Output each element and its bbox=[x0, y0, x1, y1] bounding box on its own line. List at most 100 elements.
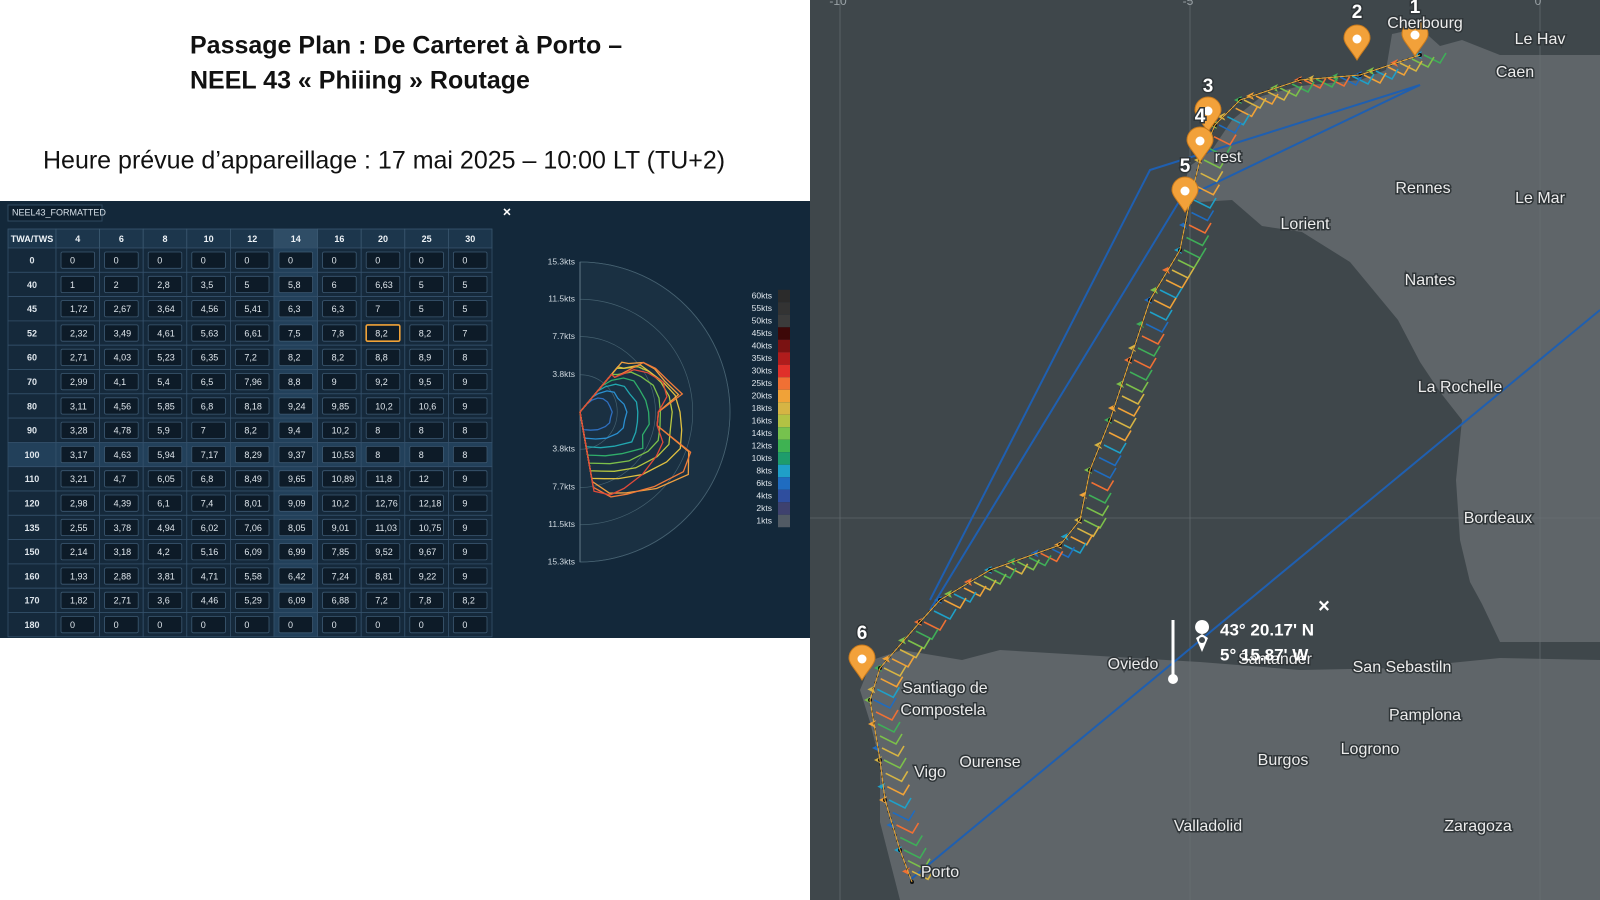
cell-input[interactable] bbox=[322, 518, 357, 536]
cell-input[interactable] bbox=[365, 591, 401, 609]
cell-input[interactable] bbox=[104, 445, 139, 464]
cell-input[interactable] bbox=[322, 470, 357, 488]
cell-input[interactable] bbox=[322, 567, 357, 585]
cell-input[interactable] bbox=[234, 421, 270, 439]
cell-input[interactable] bbox=[191, 470, 226, 488]
cell-input[interactable] bbox=[278, 324, 313, 342]
cell-input[interactable] bbox=[191, 421, 226, 439]
cell-input[interactable] bbox=[191, 348, 226, 366]
cell-input[interactable] bbox=[322, 445, 357, 464]
cell-input[interactable] bbox=[409, 275, 444, 293]
cell-input[interactable] bbox=[452, 616, 488, 634]
cell-input[interactable] bbox=[191, 397, 226, 415]
cell-input[interactable] bbox=[452, 518, 488, 536]
cell-input[interactable] bbox=[452, 445, 488, 464]
cell-input[interactable] bbox=[60, 518, 95, 536]
cell-input[interactable] bbox=[60, 445, 95, 464]
cell-input[interactable] bbox=[147, 300, 183, 318]
cell-input[interactable] bbox=[409, 300, 444, 318]
cell-input[interactable] bbox=[234, 324, 270, 342]
cell-input[interactable] bbox=[147, 421, 183, 439]
cell-input[interactable] bbox=[147, 445, 183, 464]
cell-input[interactable] bbox=[60, 397, 95, 415]
cell-input[interactable] bbox=[452, 421, 488, 439]
cell-input[interactable] bbox=[365, 494, 401, 512]
cell-input[interactable] bbox=[278, 470, 313, 488]
cell-input[interactable] bbox=[452, 494, 488, 512]
cell-input[interactable] bbox=[409, 470, 444, 488]
cell-input[interactable] bbox=[104, 324, 139, 342]
cell-input[interactable] bbox=[322, 616, 357, 634]
cell-input[interactable] bbox=[191, 373, 226, 391]
cell-input[interactable] bbox=[234, 397, 270, 415]
cell-input[interactable] bbox=[104, 567, 139, 585]
cell-input[interactable] bbox=[147, 518, 183, 536]
cell-input[interactable] bbox=[104, 543, 139, 561]
cell-input[interactable] bbox=[278, 591, 313, 609]
cell-input[interactable] bbox=[191, 543, 226, 561]
cell-input[interactable] bbox=[191, 251, 226, 269]
cell-input[interactable] bbox=[409, 591, 444, 609]
cell-input[interactable] bbox=[234, 616, 270, 634]
cell-input[interactable] bbox=[104, 251, 139, 269]
cell-input[interactable] bbox=[104, 373, 139, 391]
cell-input[interactable] bbox=[234, 470, 270, 488]
popup-close[interactable]: × bbox=[1318, 595, 1330, 617]
cell-input[interactable] bbox=[191, 567, 226, 585]
cell-input[interactable] bbox=[234, 275, 270, 293]
cell-input[interactable] bbox=[452, 348, 488, 366]
cell-input[interactable] bbox=[104, 591, 139, 609]
cell-input[interactable] bbox=[278, 275, 313, 293]
cell-input[interactable] bbox=[191, 275, 226, 293]
cell-input[interactable] bbox=[147, 616, 183, 634]
cell-input[interactable] bbox=[365, 397, 401, 415]
cell-input[interactable] bbox=[409, 421, 444, 439]
cell-input[interactable] bbox=[191, 591, 226, 609]
cell-input[interactable] bbox=[322, 543, 357, 561]
cell-input[interactable] bbox=[278, 518, 313, 536]
cell-input[interactable] bbox=[234, 494, 270, 512]
cell-input[interactable] bbox=[104, 518, 139, 536]
cell-input[interactable] bbox=[234, 543, 270, 561]
cell-input[interactable] bbox=[60, 300, 95, 318]
cell-input[interactable] bbox=[452, 251, 488, 269]
cell-input[interactable] bbox=[278, 616, 313, 634]
cell-input[interactable] bbox=[278, 300, 313, 318]
cell-input[interactable] bbox=[147, 348, 183, 366]
cell-input[interactable] bbox=[60, 373, 95, 391]
cell-input[interactable] bbox=[409, 616, 444, 634]
cell-input[interactable] bbox=[452, 543, 488, 561]
cell-input[interactable] bbox=[365, 518, 401, 536]
cell-input[interactable] bbox=[409, 348, 444, 366]
cell-input[interactable] bbox=[365, 543, 401, 561]
cell-input[interactable] bbox=[234, 445, 270, 464]
cell-input[interactable] bbox=[322, 251, 357, 269]
cell-input[interactable] bbox=[60, 567, 95, 585]
cell-input[interactable] bbox=[147, 470, 183, 488]
cell-input[interactable] bbox=[322, 397, 357, 415]
cell-input[interactable] bbox=[147, 567, 183, 585]
cell-input[interactable] bbox=[147, 397, 183, 415]
cell-input[interactable] bbox=[409, 397, 444, 415]
cell-input[interactable] bbox=[409, 373, 444, 391]
cell-input[interactable] bbox=[104, 275, 139, 293]
cell-input[interactable] bbox=[234, 251, 270, 269]
cell-input[interactable] bbox=[191, 616, 226, 634]
cell-input[interactable] bbox=[278, 421, 313, 439]
cell-input[interactable] bbox=[234, 348, 270, 366]
cell-input[interactable] bbox=[60, 470, 95, 488]
cell-input[interactable] bbox=[322, 275, 357, 293]
cell-input[interactable] bbox=[452, 567, 488, 585]
cell-input[interactable] bbox=[409, 494, 444, 512]
cell-input[interactable] bbox=[365, 616, 401, 634]
cell-input[interactable] bbox=[60, 275, 95, 293]
cell-input[interactable] bbox=[322, 348, 357, 366]
cell-input[interactable] bbox=[409, 518, 444, 536]
cell-input[interactable] bbox=[60, 494, 95, 512]
cell-input[interactable] bbox=[60, 543, 95, 561]
cell-input[interactable] bbox=[191, 445, 226, 464]
cell-input[interactable] bbox=[278, 543, 313, 561]
cell-input[interactable] bbox=[60, 421, 95, 439]
cell-input[interactable] bbox=[322, 591, 357, 609]
cell-input[interactable] bbox=[409, 567, 444, 585]
